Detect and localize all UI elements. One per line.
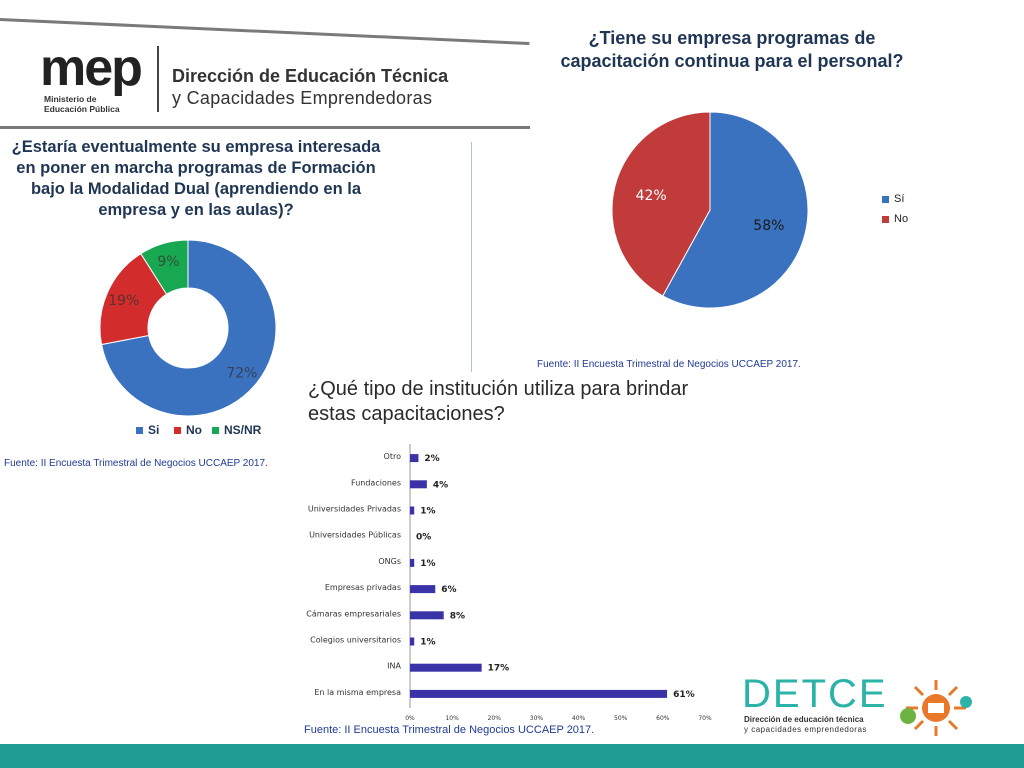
donut-legend: Si No NS/NR	[136, 423, 336, 439]
bar-value-label: 1%	[420, 559, 435, 569]
donut-legend-item: No	[174, 423, 202, 437]
bar-chart: Otro 2% Fundaciones 4% Universidades Privada…	[306, 444, 712, 720]
legend-swatch	[882, 195, 889, 203]
legend-swatch	[174, 426, 181, 434]
donut-value-label: 72%	[226, 366, 257, 382]
bar	[410, 663, 482, 672]
bar-category-label: Universidades Públicas	[309, 531, 401, 540]
bar-value-label: 1%	[420, 638, 435, 648]
x-tick-label: 30%	[530, 715, 544, 720]
x-tick-label: 70%	[698, 715, 712, 720]
detce-emblem-icon	[900, 680, 972, 736]
legend-swatch	[136, 426, 143, 434]
mep-logo-text: mep	[40, 39, 143, 97]
pie-slice-no	[611, 111, 711, 297]
bar	[410, 585, 436, 594]
footer-bar	[0, 744, 1024, 768]
legend-label: No	[894, 213, 909, 225]
pie-value-label: 42%	[636, 188, 667, 204]
bar-value-label: 17%	[488, 664, 510, 674]
x-tick-label: 20%	[488, 715, 502, 720]
bar-category-label: Colegios universitarios	[310, 636, 401, 645]
bar-category-label: Cámaras empresariales	[306, 609, 401, 618]
pie-legend: Sí No	[882, 193, 942, 233]
mep-logo: mep	[40, 39, 143, 97]
donut-question: ¿Estaría eventualmente su empresa intere…	[11, 138, 381, 219]
bar-question: ¿Qué tipo de institución utiliza para br…	[308, 378, 689, 425]
header-title: Dirección de Educación Técnica	[172, 66, 449, 86]
bar-value-label: 6%	[441, 585, 456, 595]
donut-chart: 72% 19% 9%	[99, 239, 277, 417]
x-tick-label: 50%	[614, 715, 628, 720]
bar	[410, 689, 668, 698]
bar-source: Fuente: II Encuesta Trimestral de Negoci…	[304, 724, 595, 736]
pie-source: Fuente: II Encuesta Trimestral de Negoci…	[537, 359, 801, 370]
x-tick-label: 10%	[445, 715, 459, 720]
bar-category-label: INA	[387, 662, 401, 671]
donut-value-label: 19%	[108, 293, 139, 309]
header-bottom-rule	[0, 126, 530, 129]
bar	[410, 454, 419, 463]
legend-swatch	[212, 426, 219, 434]
bar-category-label: Fundaciones	[351, 478, 401, 487]
x-tick-label: 60%	[656, 715, 670, 720]
bar-category-label: Universidades Privadas	[308, 505, 401, 514]
bar-value-label: 4%	[433, 480, 448, 490]
detce-subtitle-2: y capacidades emprendedoras	[744, 725, 867, 734]
x-tick-label: 40%	[572, 715, 586, 720]
donut-legend-item: NS/NR	[212, 423, 261, 437]
bar	[410, 637, 415, 646]
detce-subtitle-1: Dirección de educación técnica	[744, 715, 864, 724]
detce-logo: DETCE	[742, 672, 888, 716]
bar-value-label: 1%	[420, 507, 435, 517]
bar-value-label: 0%	[416, 533, 431, 543]
mep-ministry-label: Ministerio de Educación Pública	[44, 94, 120, 114]
header-subtitle: y Capacidades Emprendedoras	[172, 88, 433, 108]
bar	[410, 480, 427, 489]
bar	[410, 558, 415, 567]
bar-value-label: 61%	[673, 690, 695, 700]
donut-value-label: 9%	[157, 254, 179, 270]
pie-legend-item: Sí	[882, 193, 904, 205]
legend-label: Sí	[894, 193, 905, 205]
legend-label: Si	[148, 423, 160, 437]
bar-value-label: 2%	[424, 454, 439, 464]
pie-slice-si	[662, 111, 809, 309]
legend-label: NS/NR	[224, 423, 262, 437]
pie-chart: 58% 42%	[611, 111, 809, 309]
bar-category-label: ONGs	[378, 557, 401, 566]
chart-divider	[471, 142, 472, 372]
mep-ministry-line1: Ministerio de	[44, 94, 97, 104]
logo-separator	[157, 46, 159, 112]
donut-slice-nsnr	[140, 239, 189, 295]
x-tick-label: 0%	[405, 715, 415, 720]
bar-category-label: Empresas privadas	[325, 583, 401, 592]
donut-legend-item: Si	[136, 423, 159, 437]
bar-category-label: En la misma empresa	[314, 688, 401, 697]
mep-ministry-line2: Educación Pública	[44, 104, 120, 114]
pie-legend-item: No	[882, 213, 908, 225]
legend-label: No	[186, 423, 202, 437]
bar	[410, 506, 415, 515]
pie-question: ¿Tiene su empresa programas de capacitac…	[560, 28, 904, 71]
bar-value-label: 8%	[450, 611, 465, 621]
bar-category-label: Otro	[384, 452, 402, 461]
donut-slice-si	[100, 239, 277, 417]
bar	[410, 611, 444, 620]
donut-source: Fuente: II Encuesta Trimestral de Negoci…	[4, 458, 268, 469]
pie-value-label: 58%	[753, 218, 784, 234]
legend-swatch	[882, 215, 889, 223]
